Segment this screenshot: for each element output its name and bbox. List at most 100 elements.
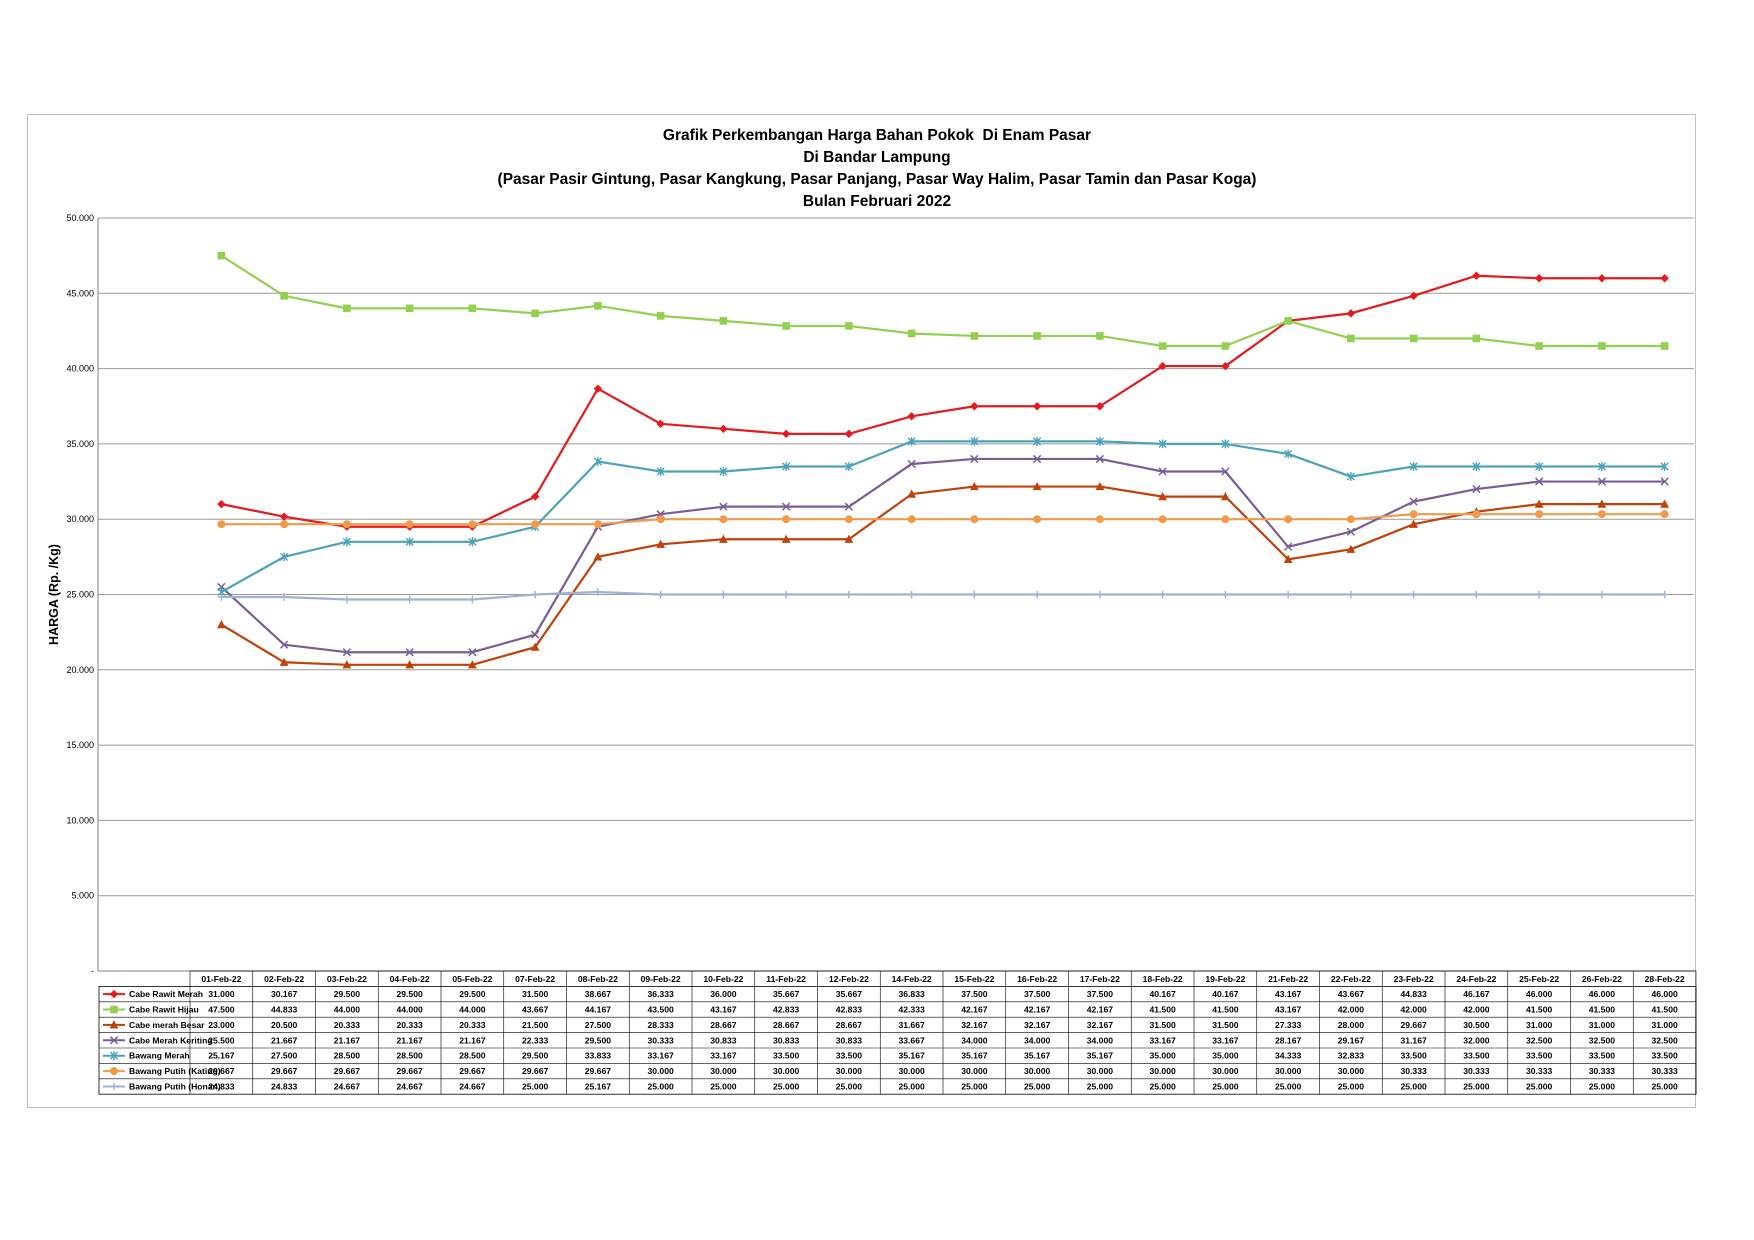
data-label-cabe-rawit-hijau: 47.500 [208,1005,235,1015]
legend-key-marker-cabe-rawit-merah [109,989,119,999]
data-label-cabe-rawit-merah: 35.667 [836,989,863,999]
data-point-cabe-merah-besar [1346,544,1356,553]
data-point-cabe-merah-besar [1158,492,1168,501]
data-label-cabe-rawit-merah: 37.500 [1024,989,1051,999]
data-point-cabe-rawit-hijau [1535,342,1543,350]
data-point-cabe-rawit-hijau [656,312,665,320]
data-point-cabe-merah-keriting [1158,467,1167,476]
data-label-cabe-merah-keriting: 30.833 [710,1035,737,1045]
data-label-cabe-merah-keriting: 25.500 [208,1035,235,1045]
y-tick-label: 35.000 [66,439,94,449]
data-point-bawang-merah [468,537,477,547]
x-tick-label: 17-Feb-22 [1080,974,1120,984]
data-label-cabe-merah-besar: 21.500 [522,1020,549,1030]
data-point-cabe-rawit-hijau [782,322,790,330]
data-point-cabe-merah-besar [279,657,289,666]
data-label-bawang-putih-kating: 30.000 [1149,1066,1176,1076]
data-label-bawang-putih-honan: 25.000 [898,1082,925,1092]
data-point-cabe-merah-keriting [907,459,916,469]
data-point-bawang-putih-honan [217,593,226,601]
chart-title-line-1: Grafik Perkembangan Harga Bahan Pokok Di… [662,127,1092,144]
data-point-bawang-putih-kating [593,520,602,529]
data-label-bawang-merah: 35.167 [898,1051,925,1061]
data-point-bawang-putih-honan [468,595,477,604]
data-point-bawang-putih-kating [405,520,414,529]
data-label-bawang-putih-kating: 29.667 [396,1066,423,1076]
series-line-cabe-merah-besar [220,485,1665,666]
y-tick-label: 20.000 [66,665,94,675]
data-label-cabe-rawit-merah: 40.167 [1149,989,1176,999]
data-label-bawang-putih-kating: 29.667 [334,1066,361,1076]
data-label-cabe-merah-keriting: 30.333 [647,1035,674,1045]
data-label-cabe-rawit-merah: 36.833 [898,989,925,999]
data-point-cabe-merah-besar [1095,481,1105,491]
data-label-bawang-merah: 34.333 [1275,1051,1302,1061]
data-label-bawang-putih-kating: 29.667 [208,1066,235,1076]
data-label-bawang-merah: 33.833 [585,1051,612,1061]
data-label-cabe-merah-besar: 31.000 [1589,1020,1616,1030]
data-point-bawang-putih-honan [1096,590,1104,599]
data-label-cabe-rawit-merah: 29.500 [334,989,361,999]
x-tick-label: 24-Feb-22 [1456,974,1496,984]
data-point-bawang-putih-kating [342,520,351,529]
x-tick-label: 22-Feb-22 [1331,974,1371,984]
legend-key-marker-bawang-putih-honan [110,1082,118,1091]
data-point-cabe-merah-keriting [1346,527,1356,536]
data-label-cabe-rawit-hijau: 41.500 [1149,1005,1176,1015]
x-tick-label: 25-Feb-22 [1519,974,1559,984]
data-point-cabe-rawit-hijau [468,304,477,313]
chart-title-line-3: (Pasar Pasir Gintung, Pasar Kangkung, Pa… [497,171,1257,188]
data-label-cabe-merah-besar: 31.667 [898,1020,925,1030]
data-point-bawang-merah [844,462,853,471]
series-line-cabe-rawit-merah [221,274,1665,528]
y-tick-label: 50.000 [66,213,94,223]
data-point-cabe-merah-besar [1660,499,1670,508]
data-label-cabe-rawit-hijau: 43.167 [710,1005,737,1015]
data-point-cabe-merah-keriting [1660,477,1669,486]
data-label-cabe-merah-besar: 32.167 [1024,1020,1051,1030]
data-label-cabe-merah-keriting: 32.000 [1463,1035,1490,1045]
legend-label-bawang-merah: Bawang Merah [129,1051,190,1061]
x-tick-label: 10-Feb-22 [703,974,743,984]
data-label-cabe-merah-besar: 20.333 [396,1020,423,1030]
data-label-bawang-merah: 28.500 [396,1051,423,1061]
data-point-cabe-rawit-merah [1095,402,1105,411]
data-label-cabe-merah-keriting: 32.500 [1589,1035,1616,1045]
chart-frame [27,114,1696,1108]
data-label-bawang-merah: 33.167 [710,1051,737,1061]
data-point-cabe-rawit-merah [970,402,979,411]
data-label-cabe-merah-besar: 28.667 [773,1020,800,1030]
data-label-bawang-putih-honan: 25.000 [1463,1082,1490,1092]
data-label-cabe-rawit-merah: 46.000 [1526,989,1553,999]
data-point-bawang-merah [1158,439,1167,449]
data-label-bawang-merah: 35.167 [961,1051,988,1061]
data-label-cabe-rawit-merah: 44.833 [1400,989,1427,999]
legend-label-cabe-merah-keriting: Cabe Merah Keriting [129,1035,213,1045]
data-point-bawang-putih-honan [1221,590,1230,599]
data-point-cabe-rawit-merah [1221,361,1230,371]
data-label-bawang-merah: 25.167 [208,1051,235,1061]
data-label-bawang-putih-honan: 25.000 [836,1082,863,1092]
x-tick-label: 12-Feb-22 [829,974,869,984]
data-label-bawang-putih-honan: 25.000 [1024,1082,1051,1092]
data-label-bawang-putih-honan: 25.000 [1589,1082,1616,1092]
data-label-bawang-merah: 33.500 [836,1051,863,1061]
series-line-cabe-rawit-hijau [220,254,1665,348]
data-point-cabe-rawit-hijau [1284,317,1292,325]
data-label-cabe-merah-besar: 28.333 [647,1020,674,1030]
data-point-cabe-rawit-hijau [280,292,288,300]
data-label-cabe-rawit-merah: 31.500 [522,989,549,999]
data-point-bawang-putih-honan [405,595,414,604]
data-point-cabe-rawit-merah [279,512,289,521]
data-label-cabe-rawit-merah: 40.167 [1212,989,1239,999]
data-label-bawang-putih-kating: 30.000 [1087,1066,1114,1076]
data-label-bawang-putih-kating: 30.000 [773,1066,800,1076]
data-label-bawang-putih-honan: 25.000 [1275,1082,1302,1092]
data-point-cabe-rawit-merah [1158,361,1167,371]
data-label-bawang-putih-kating: 29.667 [522,1066,549,1076]
data-point-cabe-rawit-hijau [217,251,226,260]
data-label-bawang-merah: 28.500 [334,1051,361,1061]
data-label-bawang-merah: 32.833 [1338,1051,1365,1061]
data-label-cabe-merah-keriting: 21.167 [459,1035,486,1045]
data-point-cabe-rawit-hijau [1096,332,1104,340]
